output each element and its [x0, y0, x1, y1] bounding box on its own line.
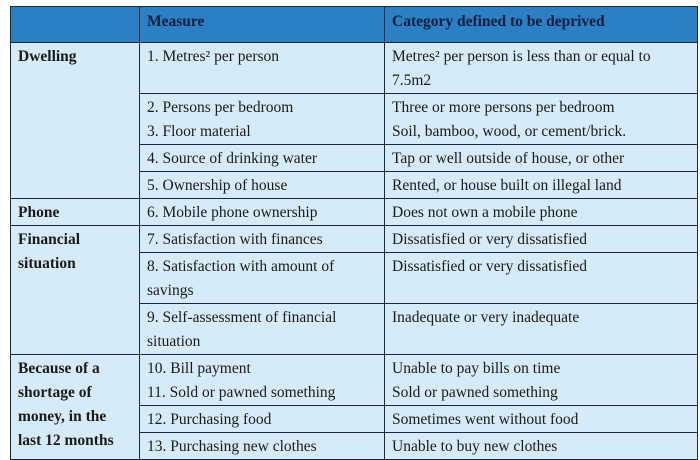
header-deprived: Category defined to be deprived	[384, 6, 698, 43]
table-row: Financial situation 7. Satisfaction with f…	[10, 225, 698, 355]
measure-cell: 5. Ownership of house	[139, 171, 385, 199]
cell-line: 11. Sold or pawned something	[147, 384, 336, 401]
table-row: 9. Self-assessment of financial situation…	[11, 303, 698, 355]
measure-cell: 1. Metres² per person	[139, 42, 385, 94]
measure-cell: 10. Bill payment 11. Sold or pawned somet…	[139, 354, 385, 406]
deprived-criteria-cell: Tap or well outside of house, or other	[384, 144, 698, 172]
cell-line: 5. Ownership of house	[147, 177, 288, 194]
cell-line: Does not own a mobile phone	[392, 204, 578, 221]
group-dwelling: Dwelling	[10, 42, 140, 199]
deprived-criteria-cell: Dissatisfied or very dissatisfied	[384, 225, 698, 253]
cell-line: situation	[147, 333, 201, 350]
cell-line: 9. Self-assessment of financial	[147, 309, 337, 326]
deprived-criteria-cell: Inadequate or very inadequate	[384, 303, 698, 355]
cell-line: Dissatisfied or very dissatisfied	[392, 231, 588, 248]
table-row: Dwelling 1. Metres² per person Metres² per…	[10, 42, 698, 199]
measure-cell: 13. Purchasing new clothes	[139, 432, 385, 460]
table-row: 5. Ownership of house Rented, or house bu…	[11, 171, 698, 199]
measure-cell: 7. Satisfaction with finances	[139, 225, 385, 253]
cell-line: 7.5m2	[392, 72, 432, 89]
measure-cell: 4. Source of drinking water	[139, 144, 385, 172]
cell-line: 1. Metres² per person	[147, 48, 280, 65]
measure-cell: 12. Purchasing food	[139, 405, 385, 433]
measure-cell: 2. Persons per bedroom 3. Floor material	[139, 93, 385, 145]
cell-line: Inadequate or very inadequate	[392, 309, 580, 326]
cell-line: Because of a	[18, 360, 100, 377]
cell-line: Soil, bamboo, wood, or cement/brick.	[392, 123, 627, 140]
cell-line: Unable to pay bills on time	[392, 360, 561, 377]
deprived-criteria-cell: Does not own a mobile phone	[384, 198, 698, 226]
deprived-criteria-cell: Metres² per person is less than or equal…	[384, 42, 698, 94]
deprived-criteria-cell: Sometimes went without food	[384, 405, 698, 433]
cell-line: 7. Satisfaction with finances	[147, 231, 323, 248]
cell-line: money, in the	[18, 408, 107, 425]
cell-line: Three or more persons per bedroom	[392, 99, 615, 116]
header-category	[10, 6, 140, 43]
group-money-shortage: Because of a shortage of money, in the last…	[10, 354, 140, 460]
measure-cell: 9. Self-assessment of financial situation	[139, 303, 385, 355]
cell-line: savings	[147, 282, 194, 299]
cell-line: 12. Purchasing food	[147, 411, 272, 428]
deprived-criteria-cell: Dissatisfied or very dissatisfied	[384, 252, 698, 304]
deprivation-measures-table: Measure Category defined to be deprived …	[10, 6, 698, 460]
cell-line: 8. Satisfaction with amount of	[147, 258, 335, 275]
deprived-criteria-cell: Rented, or house built on illegal land	[384, 171, 698, 199]
group-financial-situation: Financial situation	[10, 225, 140, 355]
table-row: Phone 6. Mobile phone ownership Does not o…	[10, 198, 698, 226]
table-row: 8. Satisfaction with amount of savings Dis…	[11, 252, 698, 304]
cell-line: Tap or well outside of house, or other	[392, 150, 625, 167]
deprived-criteria-cell: Three or more persons per bedroom Soil, b…	[384, 93, 698, 145]
cell-line: situation	[18, 255, 76, 272]
header-row: Measure Category defined to be deprived	[10, 6, 698, 43]
cell-line: Financial	[18, 231, 81, 248]
cell-line: Unable to buy new clothes	[392, 438, 558, 455]
measure-cell: 6. Mobile phone ownership	[139, 198, 385, 226]
cell-line: Metres² per person is less than or equal…	[392, 48, 651, 65]
group-phone: Phone	[10, 198, 140, 226]
header-measure: Measure	[139, 6, 385, 43]
cell-line: Rented, or house built on illegal land	[392, 177, 622, 194]
deprived-criteria-cell: Unable to buy new clothes	[384, 432, 698, 460]
cell-line: 4. Source of drinking water	[147, 150, 318, 167]
measure-cell: 8. Satisfaction with amount of savings	[139, 252, 385, 304]
cell-line: 2. Persons per bedroom	[147, 99, 294, 116]
table-row: 4. Source of drinking water Tap or well o…	[11, 144, 698, 172]
deprived-criteria-cell: Unable to pay bills on time Sold or pawne…	[384, 354, 698, 406]
cell-line: 10. Bill payment	[147, 360, 251, 377]
table-row: Because of a shortage of money, in the last…	[10, 354, 698, 460]
cell-line: last 12 months	[18, 432, 114, 449]
cell-line: 13. Purchasing new clothes	[147, 438, 317, 455]
cell-line: Sold or pawned something	[392, 384, 558, 401]
table-row: 2. Persons per bedroom 3. Floor material T…	[11, 93, 698, 145]
table-row: 12. Purchasing food Sometimes went withou…	[11, 405, 698, 433]
cell-line: 6. Mobile phone ownership	[147, 204, 318, 221]
cell-line: Sometimes went without food	[392, 411, 579, 428]
cell-line: 3. Floor material	[147, 123, 251, 140]
cell-line: Dissatisfied or very dissatisfied	[392, 258, 588, 275]
cell-line: shortage of	[18, 384, 92, 401]
